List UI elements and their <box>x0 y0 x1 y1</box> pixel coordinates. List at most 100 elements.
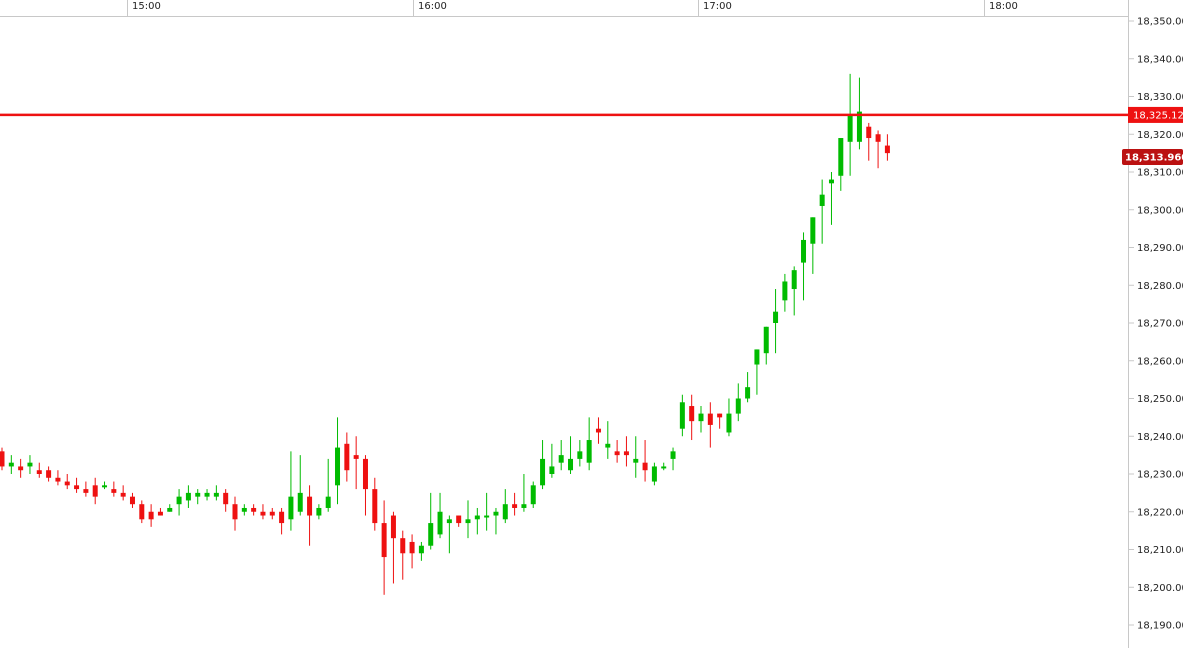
last-price-tag-label: 18,313.960 <box>1125 153 1183 164</box>
last-price-tag-bg <box>1122 149 1183 166</box>
candle-body <box>689 406 695 422</box>
candle-body <box>465 519 471 524</box>
y-tick-label: 18,300.00 <box>1137 205 1183 216</box>
candle-body <box>549 466 555 474</box>
candle <box>418 541 424 561</box>
candle <box>502 489 508 524</box>
candle <box>530 481 536 508</box>
candle-body <box>241 507 247 512</box>
candle-body <box>568 458 574 471</box>
candle <box>689 394 695 441</box>
candle-body <box>437 511 443 535</box>
candle <box>717 413 723 429</box>
candle-body <box>55 477 61 482</box>
candle-body <box>810 217 816 244</box>
candle <box>204 489 210 501</box>
candle <box>381 500 387 595</box>
candle-body <box>64 481 70 486</box>
candle <box>679 394 685 437</box>
x-axis: 15:00 16:00 17:00 18:00 <box>0 0 1128 17</box>
candle <box>623 436 629 467</box>
candle <box>362 455 368 516</box>
candle <box>586 417 592 471</box>
candle-body <box>679 402 685 429</box>
y-tick-label: 18,290.00 <box>1137 243 1183 254</box>
candle <box>549 443 555 478</box>
candle-body <box>595 428 601 433</box>
candle <box>698 406 704 433</box>
candle <box>83 481 89 497</box>
candle <box>64 474 70 490</box>
candle <box>55 470 61 486</box>
candle-body <box>27 462 33 467</box>
candle-body <box>474 515 480 520</box>
candle-body <box>428 523 434 546</box>
candle <box>27 455 33 474</box>
candle <box>185 485 191 508</box>
price-tags-layer: 18,325.12 18,313.960 <box>1122 106 1183 166</box>
candle-body <box>530 485 536 505</box>
candle <box>251 504 257 516</box>
x-tick-label: 18:00 <box>989 1 1018 12</box>
candle-body <box>74 485 80 490</box>
candle <box>884 134 890 161</box>
candle <box>232 496 238 531</box>
candle <box>512 492 518 516</box>
candle-body <box>353 455 359 459</box>
candle <box>838 138 844 191</box>
candle <box>726 398 732 437</box>
candle <box>102 481 108 490</box>
candle-body <box>8 462 14 467</box>
candle-body <box>307 496 313 516</box>
candle-body <box>717 413 723 418</box>
candle <box>828 172 834 225</box>
price-level-tag-bg <box>1128 106 1183 123</box>
candle-body <box>102 485 108 488</box>
y-tick-label: 18,320.00 <box>1137 130 1183 141</box>
last-price-tag: 18,313.960 <box>1122 149 1183 166</box>
candle-body <box>335 447 341 486</box>
candle-body <box>484 515 490 518</box>
candle-body <box>213 492 219 497</box>
candle <box>456 515 462 527</box>
candle-body <box>819 194 825 206</box>
candle-body <box>232 504 238 520</box>
candle-body <box>512 504 518 508</box>
candle <box>745 372 751 403</box>
x-tick-label: 16:00 <box>418 1 447 12</box>
y-tick-label: 18,230.00 <box>1137 470 1183 481</box>
candle-body <box>763 326 769 354</box>
y-axis: 18,350.00 18,340.00 18,330.00 18,320.00 18,3… <box>1128 0 1183 648</box>
candle <box>344 432 350 482</box>
candle-body <box>651 466 657 482</box>
candle-body <box>260 511 266 516</box>
candle-body <box>381 523 387 558</box>
candle-body <box>828 179 834 184</box>
candle <box>74 477 80 493</box>
y-tick-label: 18,200.00 <box>1137 583 1183 594</box>
candle <box>46 466 52 482</box>
candle <box>167 504 173 512</box>
candle-body <box>847 115 853 142</box>
candle-body <box>586 440 592 463</box>
candle <box>595 417 601 444</box>
candle <box>241 504 247 516</box>
candle-body <box>418 545 424 554</box>
candle <box>763 326 769 365</box>
price-level-tag-label: 18,325.12 <box>1133 110 1183 121</box>
candle <box>661 462 667 471</box>
candle-body <box>92 485 98 497</box>
candle-body <box>139 504 145 520</box>
candle <box>400 530 406 580</box>
candle <box>754 349 760 395</box>
candle <box>409 534 415 569</box>
candle-body <box>614 451 620 456</box>
candle-body <box>642 462 648 471</box>
candle-body <box>773 311 779 323</box>
candle-body <box>856 111 862 142</box>
candle-body <box>726 413 732 433</box>
candle-body <box>251 507 257 512</box>
candles-layer <box>0 73 890 595</box>
